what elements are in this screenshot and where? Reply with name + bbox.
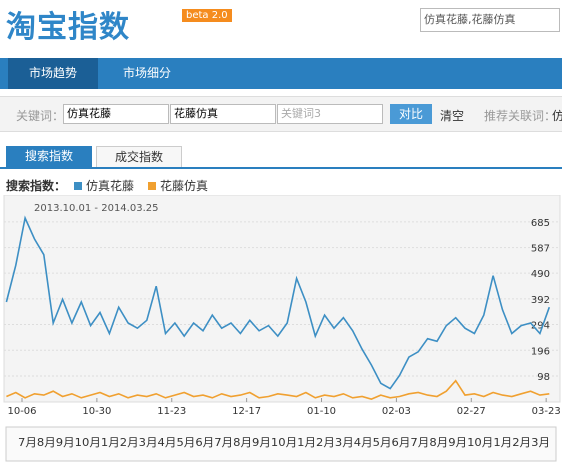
series-line	[5, 215, 551, 390]
nav-tab[interactable]: 市场趋势	[8, 58, 98, 89]
x-tick-label: 03-23	[532, 406, 561, 417]
x-tick-label: 10-06	[7, 406, 36, 417]
tab[interactable]: 搜索指数	[6, 146, 92, 167]
legend-item[interactable]: 花藤仿真	[148, 177, 208, 194]
x-tick-label: 11-23	[157, 406, 186, 417]
legend-item[interactable]: 仿真花藤	[74, 177, 134, 194]
nav-tab[interactable]: 市场细分	[122, 66, 171, 80]
timeline-frame	[5, 426, 557, 462]
x-tick-label: 02-03	[382, 406, 411, 417]
search-box[interactable]: 仿真花藤,花藤仿真	[420, 8, 560, 32]
date-range: 2013.10.01 - 2014.03.25	[34, 203, 158, 214]
x-tick-label: 02-27	[457, 406, 486, 417]
timeline: 7月8月9月10月1月2月3月4月5月6月7月8月9月10月1月2月3月4月5月…	[5, 426, 557, 462]
legend-swatch	[74, 181, 82, 190]
y-tick-label: 587	[531, 244, 550, 255]
x-tick-label: 10-30	[82, 406, 111, 417]
keyword-label: 关键词：	[16, 109, 65, 123]
y-tick-label: 196	[531, 346, 550, 357]
chart: 2013.10.01 - 2014.03.25 98 196 294 392 490 58…	[3, 195, 561, 417]
y-tick-label: 392	[531, 295, 550, 306]
legend-swatch	[148, 181, 157, 190]
clear-button[interactable]: 清空	[440, 109, 465, 123]
y-tick-label: 294	[531, 321, 550, 332]
related-label: 推荐关联词：	[484, 109, 557, 123]
y-tick-label: 685	[531, 218, 550, 229]
x-tick-label: 12-17	[232, 406, 261, 417]
legend-title: 搜索指数：	[6, 179, 67, 193]
legend-label: 花藤仿真	[160, 179, 209, 193]
keyword-input[interactable]: 花藤仿真	[170, 104, 276, 124]
compare-button[interactable]: 对比	[390, 104, 432, 124]
legend: 仿真花藤 花藤仿真	[74, 177, 208, 194]
keyword-input[interactable]: 仿真花藤	[63, 104, 169, 124]
y-tick-label: 98	[537, 372, 550, 383]
series-line	[6, 379, 550, 400]
timeline-labels: 7月8月9月10月1月2月3月4月5月6月7月8月9月10月1月2月3月4月5月…	[18, 436, 550, 449]
y-tick-label: 490	[531, 269, 550, 280]
tab-line	[0, 167, 562, 169]
keyword-input[interactable]: 关键词3	[277, 104, 383, 124]
x-tick-label: 01-10	[307, 406, 336, 417]
legend-label: 仿真花藤	[86, 179, 135, 193]
logo[interactable]: 淘宝指数	[6, 10, 130, 45]
badge: beta 2.0	[182, 9, 232, 22]
related-word[interactable]: 仿	[552, 109, 562, 123]
tab[interactable]: 成交指数	[96, 146, 182, 167]
